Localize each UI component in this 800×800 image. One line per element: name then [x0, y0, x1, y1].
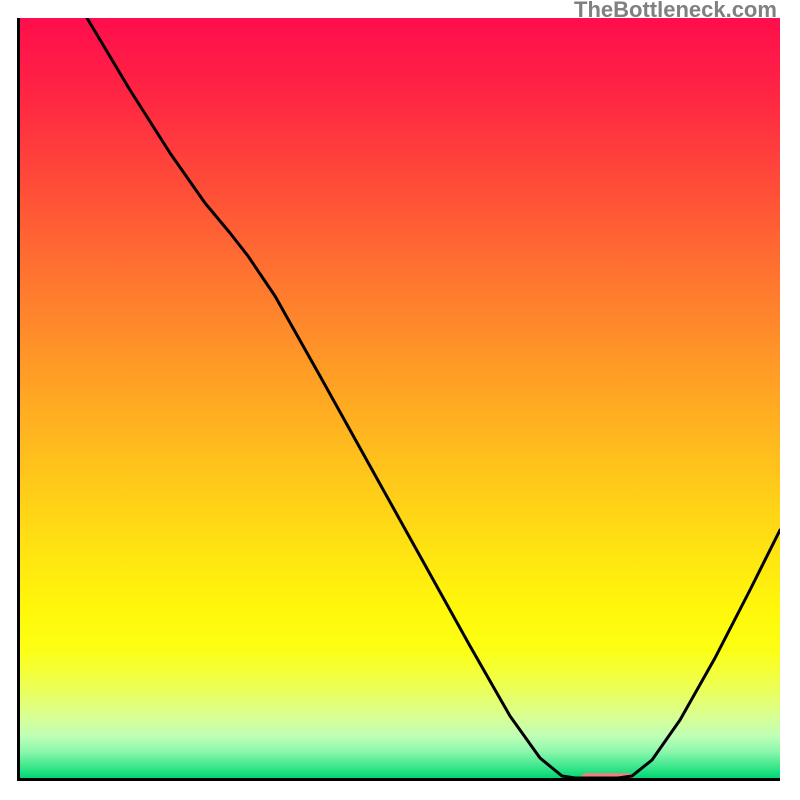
chart-svg [20, 18, 780, 778]
plot-area [20, 18, 780, 778]
x-axis-line [17, 778, 780, 781]
watermark-text: TheBottleneck.com [574, 0, 777, 23]
bottleneck-chart: TheBottleneck.com [0, 0, 800, 800]
y-axis-line [17, 18, 20, 781]
